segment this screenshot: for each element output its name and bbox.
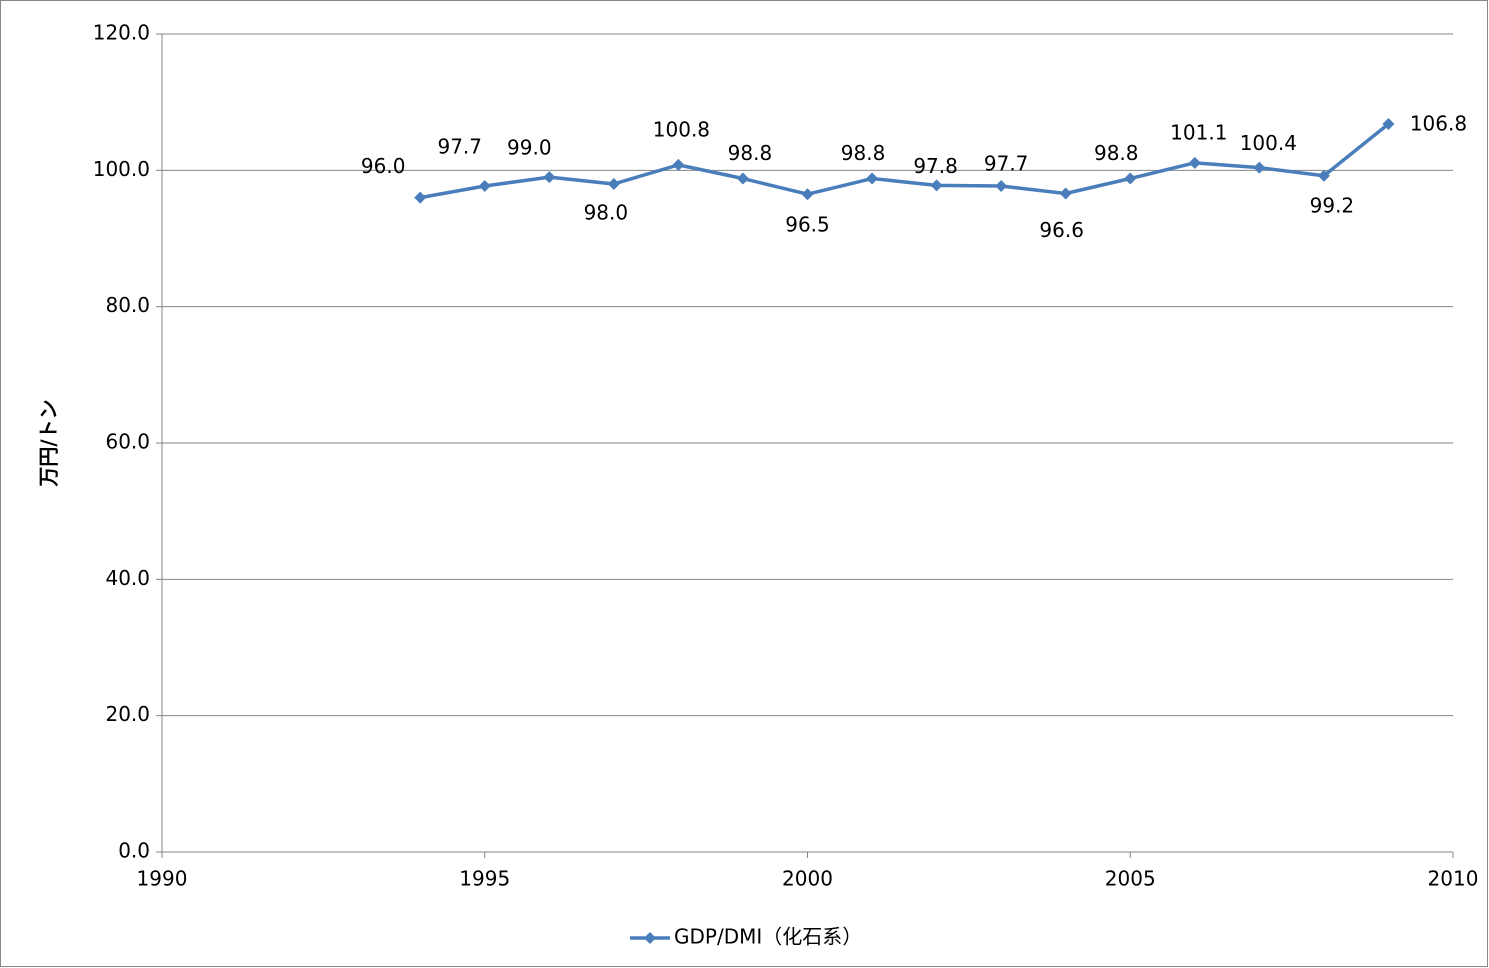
data-point: [672, 158, 685, 171]
y-tick-label: 60.0: [105, 430, 150, 454]
x-tick-label: 1990: [137, 867, 188, 891]
data-point: [1382, 117, 1395, 130]
data-label: 98.8: [1094, 141, 1139, 165]
y-tick-label: 120.0: [93, 21, 150, 45]
x-tick-label: 2005: [1105, 867, 1156, 891]
data-label: 96.6: [1039, 218, 1084, 242]
data-label: 99.0: [507, 136, 552, 160]
x-tick-label: 1995: [459, 867, 510, 891]
y-tick-label: 20.0: [105, 702, 150, 726]
legend-marker: [644, 932, 656, 944]
data-label: 97.7: [437, 135, 482, 159]
y-axis-title: 万円/トン: [37, 399, 61, 487]
data-point: [1253, 161, 1266, 174]
data-label: 100.4: [1240, 131, 1297, 155]
data-label: 97.7: [984, 152, 1029, 176]
x-tick-label: 2010: [1428, 867, 1479, 891]
data-point: [930, 179, 943, 192]
data-label: 96.0: [361, 154, 406, 178]
data-label: 98.0: [584, 200, 629, 224]
data-line: [419, 122, 1390, 200]
data-point: [1124, 172, 1137, 185]
data-point: [414, 191, 427, 204]
y-tick-label: 40.0: [105, 566, 150, 590]
legend-label: GDP/DMI（化石系）: [674, 925, 862, 949]
data-point: [1188, 156, 1201, 169]
x-tick-label: 2000: [782, 867, 833, 891]
data-label: 98.8: [841, 141, 886, 165]
data-label: 96.5: [785, 213, 830, 237]
data-point: [995, 180, 1008, 193]
data-point: [543, 171, 556, 184]
data-point: [736, 172, 749, 185]
y-tick-label: 0.0: [118, 839, 150, 863]
data-point: [801, 188, 814, 201]
data-point: [1317, 169, 1330, 182]
data-label: 99.2: [1310, 193, 1355, 217]
data-point: [607, 177, 620, 190]
data-label: 97.8: [913, 154, 958, 178]
data-label: 98.8: [728, 141, 773, 165]
y-tick-label: 80.0: [105, 293, 150, 317]
data-label: 100.8: [653, 117, 710, 141]
data-label: 101.1: [1170, 120, 1227, 144]
data-point: [478, 180, 491, 193]
data-point: [1059, 187, 1072, 200]
y-tick-label: 100.0: [93, 157, 150, 181]
data-point: [866, 172, 879, 185]
data-label: 106.8: [1410, 111, 1467, 135]
